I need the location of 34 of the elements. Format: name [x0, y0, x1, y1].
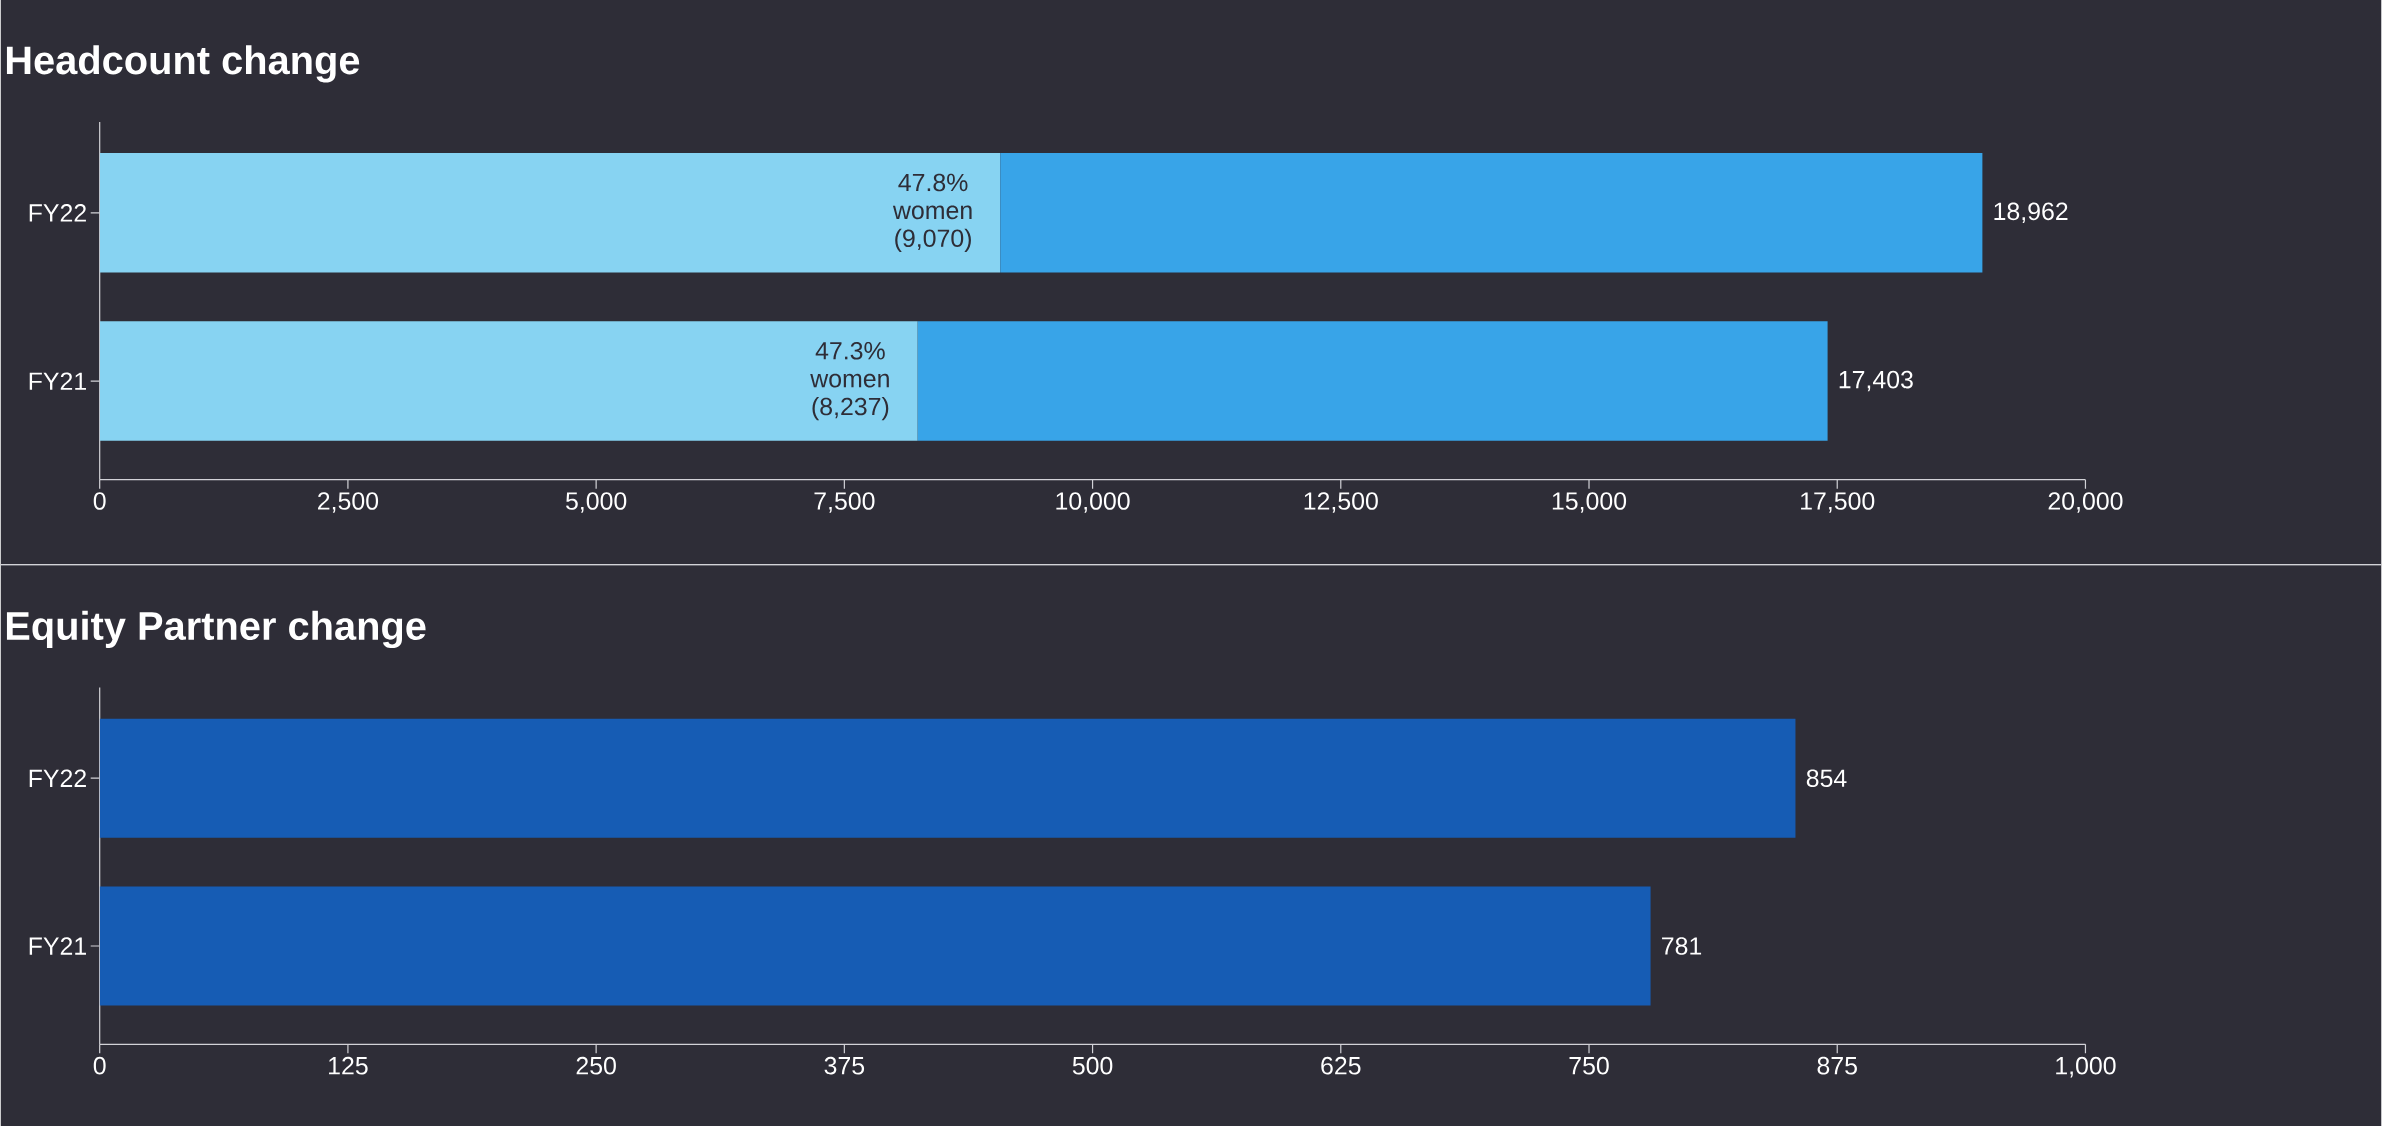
bar — [917, 321, 1828, 441]
bar — [99, 321, 918, 441]
x-tick-label: 17,500 — [1801, 492, 1875, 513]
data-label: 854 — [1806, 769, 1847, 787]
x-tick-label: 15,000 — [1552, 492, 1627, 513]
x-tick-label: 625 — [1321, 1056, 1361, 1075]
chart-title: Equity Partner change — [6, 610, 426, 648]
x-tick-label: 0 — [93, 1056, 106, 1075]
x-tick-label: 12,500 — [1304, 492, 1378, 513]
y-tick-label: FY21 — [29, 372, 86, 390]
x-tick-label: 750 — [1569, 1056, 1609, 1075]
data-label: 47.8% women (9,070) — [892, 173, 972, 252]
x-tick-label: 375 — [824, 1056, 865, 1075]
x-tick-label: 20,000 — [2048, 492, 2123, 513]
x-tick-label: 0 — [93, 492, 106, 510]
data-label: 781 — [1662, 937, 1702, 955]
total-label: 17,403 — [1839, 370, 1913, 392]
bar — [99, 152, 1001, 273]
x-tick-label: 250 — [576, 1056, 616, 1075]
x-tick-label: 5,000 — [565, 492, 627, 513]
y-tick-label: FY22 — [29, 769, 86, 787]
y-tick-label: FY22 — [29, 203, 86, 222]
x-tick-label: 2,500 — [318, 492, 379, 513]
total-label: 18,962 — [1994, 202, 2068, 223]
chart-title: Headcount change — [6, 45, 360, 83]
x-tick-label: 875 — [1817, 1056, 1857, 1075]
x-tick-label: 125 — [329, 1056, 368, 1075]
x-tick-label: 1,000 — [2056, 1056, 2116, 1078]
bar — [1000, 152, 1983, 273]
y-tick-label: FY21 — [29, 937, 86, 955]
x-tick-label: 10,000 — [1056, 492, 1130, 513]
x-tick-label: 7,500 — [814, 492, 875, 513]
x-tick-label: 500 — [1072, 1056, 1113, 1075]
data-label: 47.3% women (8,237) — [810, 341, 889, 421]
